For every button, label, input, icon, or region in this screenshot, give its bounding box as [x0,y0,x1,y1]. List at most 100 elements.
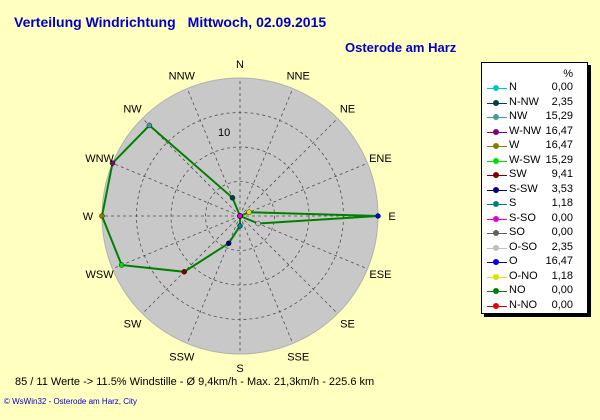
direction-label-w: W [83,211,94,223]
rose-grid-spoke [186,215,241,344]
legend-label: S-SO [509,211,536,224]
direction-label-wsw: WSW [86,269,115,281]
legend-marker [493,259,499,265]
legend-label: NO [509,284,526,296]
footer-credit: © WsWin32 - Osterode am Harz, City [4,397,138,406]
legend-label: W-SW [509,153,541,166]
rose-grid-spoke [112,162,241,217]
direction-label-wnw: WNW [85,153,114,165]
statistics-line: 85 / 11 Werte -> 11.5% Windstille - Ø 9,… [15,376,375,388]
title-text: Verteilung Windrichtung [14,14,176,30]
legend-item-w: W 16,47 [482,139,587,153]
direction-label-nne: NNE [287,71,310,83]
rose-grid-spoke [186,88,241,217]
legend: % N 0,00 N-NW 2,35 NW 15,29 W-NW 16,47 W 16,47 W-S… [481,62,588,314]
rose-point-w [99,213,105,219]
legend-value: 0,00 [551,284,573,296]
legend-label: O-SO [509,240,538,253]
direction-label-sse: SSE [287,351,309,363]
legend-label: S [509,197,517,209]
legend-label: W-NW [509,124,542,137]
title-date: Mittwoch, 02.09.2015 [187,14,327,30]
legend-marker [493,186,499,193]
legend-label: N-NO [509,298,538,311]
legend-value: 2,35 [551,240,573,253]
rose-point-nw [146,122,153,129]
legend-item-o-so: O-SO 2,35 [482,241,587,255]
direction-label-sw: SW [124,319,142,331]
rose-point-sse [237,213,243,219]
legend-value: 9,41 [551,168,573,180]
legend-value: 0,00 [551,298,573,311]
rose-grid-spoke [142,215,241,314]
rose-grid-spoke [239,162,368,217]
legend-item-n-nw: N-NW 2,35 [482,96,587,110]
rose-grid-spoke [239,88,294,217]
legend-label: N-NW [509,95,539,108]
legend-marker [493,273,499,280]
direction-label-se: SE [340,319,355,331]
legend-item-s: S 1,18 [482,197,587,211]
legend-item-sw: SW 9,41 [482,168,587,182]
legend-marker [493,143,499,149]
direction-label-s: S [236,363,243,375]
legend-value: 15,29 [545,110,573,122]
rose-point-s [237,223,243,229]
legend-marker [493,244,499,251]
legend-label: O [509,255,518,267]
rose-point-ese [255,220,261,227]
rose-point-sw [181,269,187,275]
legend-value: 1,18 [551,269,573,282]
rose-grid-spoke [239,215,338,314]
legend-item-w-sw: W-SW 15,29 [482,154,587,168]
legend-unit: % [563,68,573,80]
legend-marker [493,201,499,207]
legend-value: 2,35 [551,95,573,108]
legend-value: 16,47 [545,255,573,267]
legend-marker [493,128,499,135]
legend-item-o-no: O-NO 1,18 [482,270,587,284]
direction-label-ne: NE [340,104,355,116]
direction-label-ese: ESE [369,269,391,281]
legend-item-so: SO 0,00 [482,226,587,240]
legend-item-no: NO 0,00 [482,284,587,298]
direction-label-e: E [388,211,395,223]
legend-label: NW [509,110,528,122]
legend-item-n: N 0,00 [482,81,587,95]
legend-value: 16,47 [545,124,573,137]
legend-item-w-nw: W-NW 16,47 [482,125,587,139]
legend-value: 0,00 [551,81,573,93]
legend-item-o: O 16,47 [482,255,587,269]
legend-marker [493,215,499,222]
legend-value: 1,18 [551,197,573,209]
legend-value: 0,00 [551,226,573,238]
direction-label-ene: ENE [369,153,392,165]
rose-grid-ring [205,181,275,251]
rose-point-nnw [229,195,236,201]
legend-marker [493,288,499,294]
rose-point-e [375,213,381,219]
direction-label-nw: NW [123,104,142,116]
rose-grid-spoke [239,118,338,217]
rose-point-ene [246,209,252,215]
rose-point-wnw [109,160,116,166]
legend-value: 3,53 [551,182,573,195]
direction-label-n: N [236,59,244,71]
legend-label: S-SW [509,182,538,195]
legend-item-n-no: N-NO 0,00 [482,299,587,313]
rose-grid-spoke [239,215,368,270]
rose-series-line [100,124,379,273]
direction-label-ssw: SSW [169,351,195,363]
legend-label: O-NO [509,269,538,282]
rose-point-wsw [118,262,125,268]
legend-label: SW [509,168,527,180]
legend-marker [493,302,499,309]
legend-marker [493,172,499,178]
legend-marker [493,230,499,236]
rose-grid-spoke [112,215,241,270]
location-label: Osterode am Harz [345,40,457,55]
legend-value: 0,00 [551,211,573,224]
radial-tick-label: 10 [218,127,230,139]
direction-label-nnw: NNW [169,71,196,83]
